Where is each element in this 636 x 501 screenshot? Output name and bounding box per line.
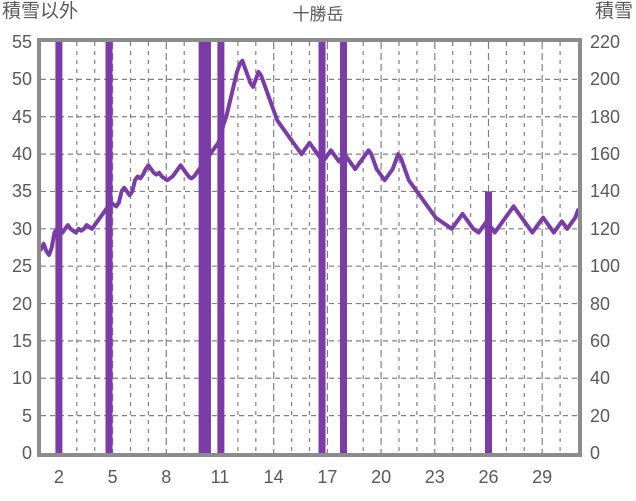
precipitation-bar [55,42,63,453]
chart-title: 十勝岳 [292,5,344,24]
right-axis-tick-label: 200 [590,69,621,90]
x-axis-tick-label: 20 [371,467,392,487]
x-axis-tick-label: 26 [478,467,499,487]
x-axis-tick-label: 14 [263,467,284,487]
left-axis-tick-label: 10 [11,368,32,389]
x-axis-tick-label: 17 [317,467,338,487]
snowdepth-line [41,58,578,257]
precipitation-bar [318,42,326,453]
right-axis-tick-label: 220 [590,32,621,52]
precipitation-bar [340,42,348,453]
left-axis-tick-label: 0 [21,443,32,463]
gridlines [41,42,578,453]
x-axis-tick-label: 23 [424,467,445,487]
left-axis-title: 積雪以外 [2,1,79,22]
x-axis-tick-label: 2 [53,467,64,487]
right-axis-title: 積雪 [594,1,633,22]
left-axis-tick-label: 40 [11,144,32,165]
precipitation-bar [485,191,492,453]
left-axis-tick-label: 15 [11,330,32,351]
right-axis-tick-label: 40 [590,368,611,389]
precipitation-bar [217,42,225,453]
left-axis-tick-label: 50 [11,69,32,90]
chart-plot-svg [41,42,578,453]
right-axis-tick-label: 80 [590,293,611,314]
precipitation-bars [55,42,492,453]
right-axis-tick-label: 0 [590,443,601,463]
snowdepth-line-path [41,58,578,257]
right-axis-tick-label: 120 [590,218,621,239]
precipitation-bar [105,42,113,453]
right-axis-tick-label: 100 [590,256,621,277]
x-axis-tick-label: 11 [210,467,230,487]
precipitation-bar [203,42,211,453]
plot-area [41,42,578,453]
left-axis-tick-label: 20 [11,293,32,314]
x-axis-tick-label: 5 [107,467,118,487]
right-axis-tick-label: 60 [590,330,611,351]
right-axis-tick-label: 140 [590,181,621,202]
left-axis-tick-label: 5 [21,405,32,426]
right-axis-tick-label: 160 [590,144,621,165]
left-axis-tick-label: 30 [11,218,32,239]
left-axis-tick-label: 45 [11,106,32,127]
right-axis-tick-label: 20 [590,405,611,426]
x-axis-tick-label: 8 [161,467,172,487]
left-axis-tick-label: 25 [11,256,32,277]
left-axis-tick-label: 55 [11,32,32,52]
precipitation-bar [198,42,206,453]
right-axis-tick-label: 180 [590,106,621,127]
left-axis-tick-label: 35 [11,181,32,202]
x-axis-tick-label: 29 [532,467,553,487]
